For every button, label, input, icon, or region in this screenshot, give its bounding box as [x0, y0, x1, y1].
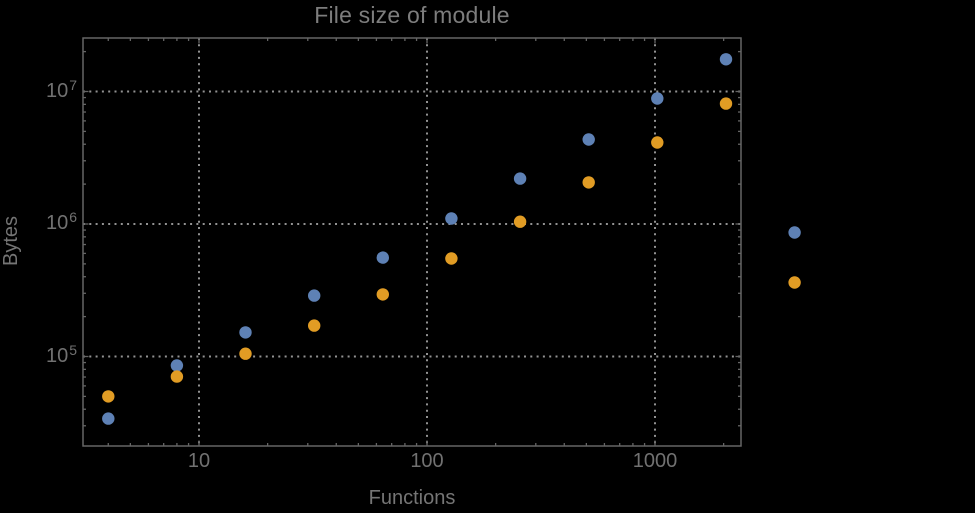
data-point-blue-x4 — [102, 412, 115, 425]
chart-title: File size of module — [314, 2, 510, 28]
x-tick-label-100: 100 — [410, 450, 444, 472]
data-point-blue-x2048 — [719, 53, 733, 66]
data-point-orange-x2048 — [719, 97, 733, 110]
data-point-orange-x128 — [445, 252, 458, 265]
data-point-blue-x128 — [445, 212, 458, 225]
data-point-orange-x512 — [582, 176, 595, 189]
y-tick-label-10e6: 106 — [45, 209, 77, 234]
data-point-orange-x1024 — [651, 136, 664, 149]
plot-frame — [82, 37, 742, 447]
data-point-blue-x1024 — [651, 92, 664, 105]
data-point-orange-x4096 — [788, 276, 801, 289]
data-point-orange-x4 — [102, 390, 115, 403]
data-point-orange-x8 — [170, 370, 184, 383]
data-point-orange-x32 — [308, 319, 321, 332]
data-point-orange-x16 — [239, 347, 252, 360]
x-tick-label-10: 10 — [187, 450, 211, 472]
data-point-blue-x8 — [170, 359, 184, 372]
data-point-blue-x32 — [308, 289, 321, 302]
x-tick-label-1000: 1000 — [632, 450, 678, 472]
data-point-blue-x512 — [582, 133, 595, 146]
data-point-orange-x256 — [513, 215, 527, 228]
y-tick-label-10e7: 107 — [45, 76, 77, 102]
data-point-blue-x256 — [513, 172, 527, 185]
y-tick-label-10e5: 105 — [45, 341, 77, 367]
y-axis-label: Bytes — [0, 215, 22, 267]
data-point-blue-x16 — [239, 326, 252, 339]
data-point-orange-x64 — [376, 288, 389, 301]
x-axis-label: Functions — [368, 487, 456, 509]
data-point-blue-x4096 — [788, 226, 801, 239]
data-point-blue-x64 — [376, 251, 389, 264]
